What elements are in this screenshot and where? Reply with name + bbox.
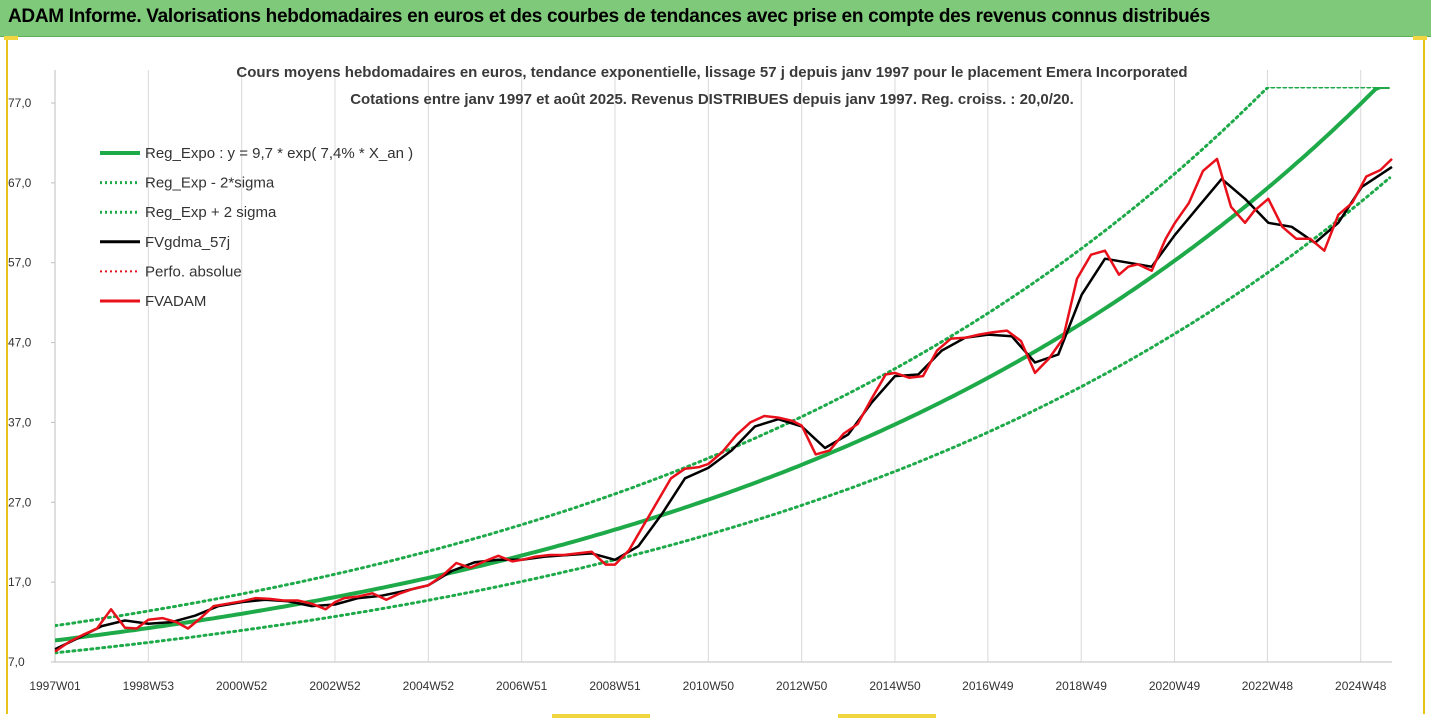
y-tick-label: 67,0: [8, 176, 32, 190]
legend-label: Perfo. absolue: [145, 263, 242, 280]
x-tick-label: 2000W52: [216, 679, 268, 693]
x-tick-label: 1997W01: [29, 679, 81, 693]
lower-band-line: [55, 176, 1392, 655]
x-tick-label: 2004W52: [403, 679, 455, 693]
x-tick-label: 2012W50: [776, 679, 828, 693]
y-tick-label: 7,0: [8, 655, 25, 669]
x-tick-label: 2002W52: [309, 679, 361, 693]
x-tick-label: 2018W49: [1056, 679, 1108, 693]
legend-label: Reg_Exp + 2 sigma: [145, 204, 277, 221]
x-tick-label: 2022W48: [1242, 679, 1294, 693]
report-banner: ADAM Informe. Valorisations hebdomadaire…: [0, 0, 1431, 37]
x-tick-label: 2020W49: [1149, 679, 1201, 693]
legend-label: Reg_Expo : y = 9,7 * exp( 7,4% * X_an ): [145, 145, 413, 162]
report-title: ADAM Informe. Valorisations hebdomadaire…: [8, 6, 1210, 27]
x-tick-label: 2024W48: [1335, 679, 1387, 693]
frame-bottom-tab: [838, 714, 936, 718]
y-tick-label: 37,0: [8, 415, 32, 429]
x-tick-label: 2006W51: [496, 679, 548, 693]
smoothed-series-line: [54, 165, 1393, 651]
chart-frame: [6, 38, 1425, 714]
upper-band-line: [55, 87, 1392, 628]
frame-corner-tab: [4, 36, 18, 40]
y-tick-label: 57,0: [8, 256, 32, 270]
chart-legend: Reg_Expo : y = 9,7 * exp( 7,4% * X_an ) R…: [100, 145, 413, 310]
chart-title: Cours moyens hebdomadaires en euros, ten…: [236, 64, 1187, 81]
axis-ticks: 1997W01 1998W53 2000W52 2002W52 2004W52 2006W…: [8, 96, 1387, 693]
y-tick-label: 47,0: [8, 336, 32, 350]
price-series-line: [54, 157, 1393, 653]
chart-series: [54, 87, 1393, 655]
legend-label: Reg_Exp - 2*sigma: [145, 175, 275, 192]
y-tick-label: 77,0: [8, 96, 32, 110]
x-tick-label: 2014W50: [869, 679, 921, 693]
x-tick-label: 2010W50: [683, 679, 735, 693]
frame-bottom-tab: [552, 714, 650, 718]
legend-label: FVgdma_57j: [145, 234, 230, 251]
x-tick-label: 2008W51: [589, 679, 641, 693]
x-tick-label: 2016W49: [962, 679, 1014, 693]
y-tick-label: 27,0: [8, 495, 32, 509]
trend-line: [55, 87, 1390, 643]
frame-corner-tab: [1413, 36, 1427, 40]
chart-subtitle: Cotations entre janv 1997 et août 2025. …: [350, 91, 1074, 108]
y-tick-label: 17,0: [8, 575, 32, 589]
legend-label: FVADAM: [145, 293, 206, 310]
x-tick-label: 1998W53: [123, 679, 175, 693]
